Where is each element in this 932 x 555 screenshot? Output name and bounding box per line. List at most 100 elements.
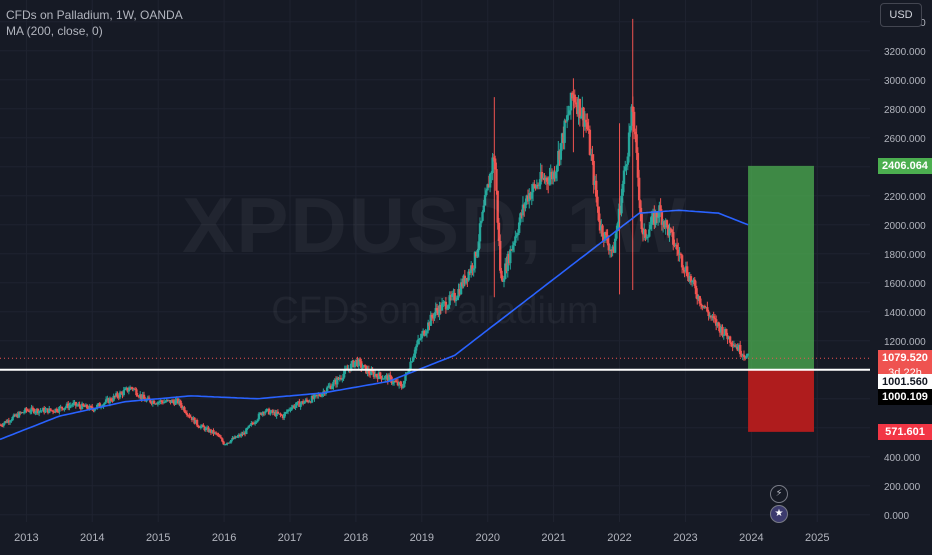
candle-body xyxy=(440,303,444,311)
candle-body xyxy=(530,192,533,199)
candle-body xyxy=(371,369,374,372)
candle-body xyxy=(51,410,55,412)
candle-body xyxy=(125,387,128,389)
candle-body xyxy=(654,212,657,225)
candle-body xyxy=(219,437,223,439)
candle-body xyxy=(424,333,427,336)
candle-body xyxy=(156,402,160,404)
candle-body xyxy=(368,373,372,375)
candle-body xyxy=(104,399,108,403)
candle-body xyxy=(360,361,363,368)
candle-body xyxy=(106,398,109,400)
us-flag-icon[interactable]: ★ xyxy=(770,505,788,523)
x-tick-label: 2025 xyxy=(805,532,829,544)
candle-body xyxy=(11,416,14,421)
candle-body xyxy=(223,444,227,446)
y-tick-label: 3200.000 xyxy=(884,47,926,58)
candle-body xyxy=(459,282,463,295)
candle-body xyxy=(146,397,149,400)
candle-body xyxy=(197,425,200,428)
candle-body xyxy=(678,253,681,255)
ma-indicator-label[interactable]: MA (200, close, 0) xyxy=(6,24,103,38)
candle-body xyxy=(626,156,629,165)
candle-body xyxy=(535,184,539,189)
candle-body xyxy=(641,228,645,235)
candle-body xyxy=(131,387,134,390)
candle-body xyxy=(226,442,229,445)
candle-body xyxy=(648,229,651,237)
candle-body xyxy=(305,399,309,401)
candle-body xyxy=(602,236,605,241)
candle-body xyxy=(251,423,254,425)
candle-body xyxy=(451,293,454,298)
candle-body xyxy=(576,104,579,115)
candle-body xyxy=(461,282,464,287)
candle-body xyxy=(63,408,66,410)
candle-body xyxy=(462,275,465,287)
candle-body xyxy=(577,98,580,115)
x-tick-label: 2017 xyxy=(278,532,302,544)
candle-body xyxy=(122,390,125,396)
currency-button[interactable]: USD xyxy=(880,3,922,27)
candle-body xyxy=(682,267,685,271)
candle-body xyxy=(680,255,684,268)
candle-body xyxy=(231,437,234,441)
flash-icon[interactable]: ⚡ xyxy=(770,485,788,503)
candle-body xyxy=(189,416,192,418)
symbol-title[interactable]: CFDs on Palladium, 1W, OANDA xyxy=(6,8,183,22)
candle-body xyxy=(55,408,59,412)
candle-body xyxy=(659,205,662,212)
candle-body xyxy=(154,403,157,405)
x-tick-label: 2013 xyxy=(14,532,38,544)
candle-body xyxy=(499,240,502,271)
candle-body xyxy=(615,230,618,239)
candle-body xyxy=(224,444,228,446)
candle-body xyxy=(694,285,698,295)
candle-body xyxy=(558,150,561,160)
candle-body xyxy=(204,427,208,431)
candle-body xyxy=(636,152,640,178)
candle-body xyxy=(320,393,324,397)
candle-body xyxy=(116,393,119,397)
candle-body xyxy=(213,432,216,434)
candle-body xyxy=(195,420,199,426)
candle-body xyxy=(410,361,413,363)
candle-body xyxy=(697,296,700,300)
candle-body xyxy=(212,430,215,434)
candle-body xyxy=(420,333,424,339)
candle-body xyxy=(475,252,478,257)
candle-body xyxy=(640,213,643,229)
candle-body xyxy=(375,374,378,376)
candle-body xyxy=(372,371,376,377)
candle-body xyxy=(377,372,381,379)
candle-body xyxy=(265,409,268,412)
candle-body xyxy=(367,369,371,374)
candle-body xyxy=(36,408,40,414)
candle-body xyxy=(113,395,117,397)
candle-body xyxy=(617,208,621,224)
candle-body xyxy=(29,411,32,413)
candle-body xyxy=(304,399,307,402)
candle-body xyxy=(569,92,573,111)
candle-body xyxy=(728,336,732,343)
candle-body xyxy=(679,253,683,256)
candle-body xyxy=(394,380,397,382)
candle-body xyxy=(64,406,67,409)
candle-body xyxy=(511,245,515,251)
candle-body xyxy=(649,224,652,230)
candle-body xyxy=(269,411,272,415)
candle-body xyxy=(717,322,720,327)
candle-body xyxy=(653,212,656,225)
candle-body xyxy=(421,330,425,334)
candle-body xyxy=(240,433,243,437)
candle-body xyxy=(531,184,535,193)
candle-body xyxy=(147,397,151,400)
candle-body xyxy=(656,217,660,219)
candle-body xyxy=(477,241,480,251)
candle-body xyxy=(288,409,291,411)
candle-body xyxy=(19,412,22,414)
candle-body xyxy=(341,378,344,380)
candle-body xyxy=(391,382,395,384)
